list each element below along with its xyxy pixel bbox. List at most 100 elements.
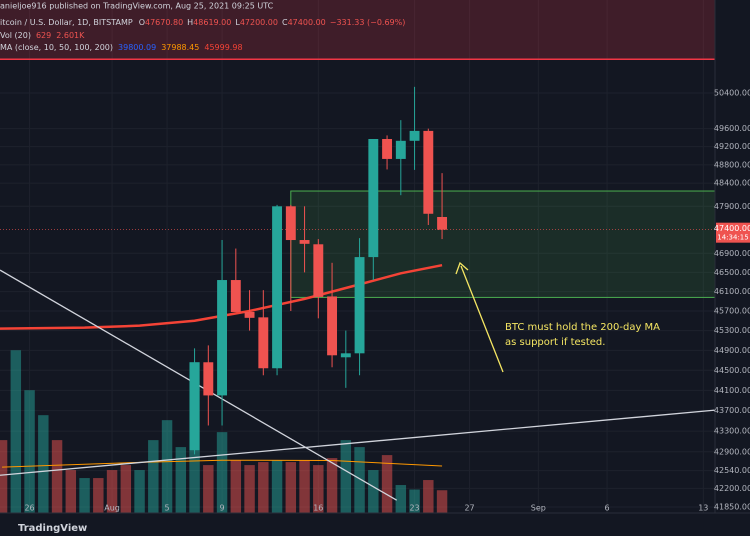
x-tick-label: Aug <box>104 504 120 513</box>
candle-body <box>258 317 269 369</box>
volume-line: Vol (20) 629 2.601K <box>0 31 85 40</box>
volume-bar <box>161 420 173 513</box>
symbol: itcoin / U.S. Dollar, 1D, BITSTAMP <box>0 18 133 27</box>
y-tick-label: 43700.00 <box>714 406 750 415</box>
candle-body <box>217 280 228 396</box>
volume-bar <box>381 455 393 513</box>
volume-bar <box>24 390 35 513</box>
x-tick-label: Sep <box>531 504 546 513</box>
candle-body <box>313 244 324 297</box>
y-tick-label: 44500.00 <box>714 366 750 375</box>
x-tick-label: 16 <box>313 504 323 513</box>
volume-bar <box>148 440 159 513</box>
candle-body <box>382 139 393 159</box>
y-tick-label: 49600.00 <box>714 124 750 133</box>
y-tick-label: 45700.00 <box>714 307 750 316</box>
volume-bar <box>436 490 448 513</box>
candle-body <box>395 140 406 159</box>
volume-bar <box>106 470 118 513</box>
x-tick-label: 23 <box>409 504 419 513</box>
y-tick-label: 50400.00 <box>714 89 750 98</box>
x-tick-label: 9 <box>220 504 225 513</box>
candle-body <box>272 206 283 369</box>
volume-bar <box>326 458 338 513</box>
candle-body <box>340 353 351 358</box>
text-layer: 26 Aug 5 9 16 23 27 Sep 6 13 anieljoe916 published… <box>0 2 708 513</box>
countdown-label: 14:34:15 <box>717 234 748 242</box>
y-tick-label: 48400.00 <box>714 179 750 188</box>
y-tick-label: 47900.00 <box>714 202 750 211</box>
y-tick-label: 42900.00 <box>714 447 750 456</box>
volume-bar <box>271 460 283 513</box>
volume-bar <box>423 480 434 513</box>
ma-legend: 39800.09 <box>118 43 156 52</box>
candles-layer <box>189 86 448 455</box>
y-tick-label: 44900.00 <box>714 346 750 355</box>
volume-bar <box>258 462 269 513</box>
volume-bar <box>203 465 214 513</box>
y-tick-label: 42200.00 <box>714 484 750 493</box>
ohlc-key: H <box>187 18 193 27</box>
candle-body <box>285 206 296 241</box>
symbol-line: itcoin / U.S. Dollar, 1D, BITSTAMP O47670… <box>0 18 405 27</box>
ohlc-key: L <box>235 18 240 27</box>
volume-bar <box>79 478 90 513</box>
y-tick-label: 44100.00 <box>714 386 750 395</box>
volume-legend: 629 <box>36 31 51 40</box>
volume-bar <box>38 415 49 513</box>
last-price-label: 47400.00 <box>714 224 750 233</box>
y-tick-label: 43300.00 <box>714 427 750 436</box>
volume-bar <box>409 489 420 513</box>
candle-body <box>368 139 379 258</box>
candle-body <box>354 257 365 354</box>
annotation: as support if tested. <box>505 337 605 348</box>
candle-body <box>230 280 241 312</box>
x-tick-label: 13 <box>698 504 708 513</box>
last-price-box <box>716 222 750 243</box>
volume-bar <box>120 465 132 513</box>
candle-body <box>437 216 448 230</box>
candle-body <box>423 130 434 214</box>
volume-legend: 2.601K <box>56 31 85 40</box>
volume-ma-line <box>2 459 443 468</box>
support-zone <box>290 190 716 298</box>
y-tick-label: 48800.00 <box>714 160 750 169</box>
x-tick-label: 6 <box>605 504 610 513</box>
volume-bar <box>230 460 242 513</box>
candle-body <box>409 130 420 141</box>
candle-body <box>299 240 310 244</box>
arrow-shaft <box>460 265 504 373</box>
ma-legend: MA (close, 10, 50, 100, 200) <box>0 43 113 52</box>
volume-bar <box>244 465 255 513</box>
volume-bar <box>51 440 63 513</box>
volume-bar <box>313 465 324 513</box>
annotation-arrow <box>455 261 504 373</box>
volume-bar <box>340 440 352 513</box>
volume-bar <box>0 440 8 513</box>
change: −331.33 (−0.69%) <box>330 18 406 27</box>
volume-bar <box>10 350 22 513</box>
annotation: BTC must hold the 200-day MA <box>505 322 660 333</box>
ma-legend: 45999.98 <box>204 43 242 52</box>
volume-bar <box>65 470 77 513</box>
x-tick-label: 26 <box>24 504 34 513</box>
publisher: anieljoe916 published on TradingView.com… <box>0 2 274 11</box>
ma-line-legend: MA (close, 10, 50, 100, 200) 39800.09 3798… <box>0 43 243 52</box>
ohlc-key: O <box>139 18 145 27</box>
x-tick-label: 5 <box>165 504 170 513</box>
x-tick-label: 27 <box>464 504 474 513</box>
arrow-head <box>455 261 469 275</box>
price-axis-bg <box>715 0 750 536</box>
volume-bar <box>395 485 407 513</box>
resistance-fill <box>0 0 715 60</box>
volume-bar <box>93 478 104 513</box>
y-tick-label: 42540.00 <box>714 466 750 475</box>
ma-legend: 37988.45 <box>161 43 199 52</box>
candle-body <box>244 311 255 318</box>
trendline <box>0 409 716 476</box>
y-tick-label: 49200.00 <box>714 142 750 151</box>
brand: TradingView <box>18 523 87 534</box>
volume-bar <box>285 462 297 513</box>
